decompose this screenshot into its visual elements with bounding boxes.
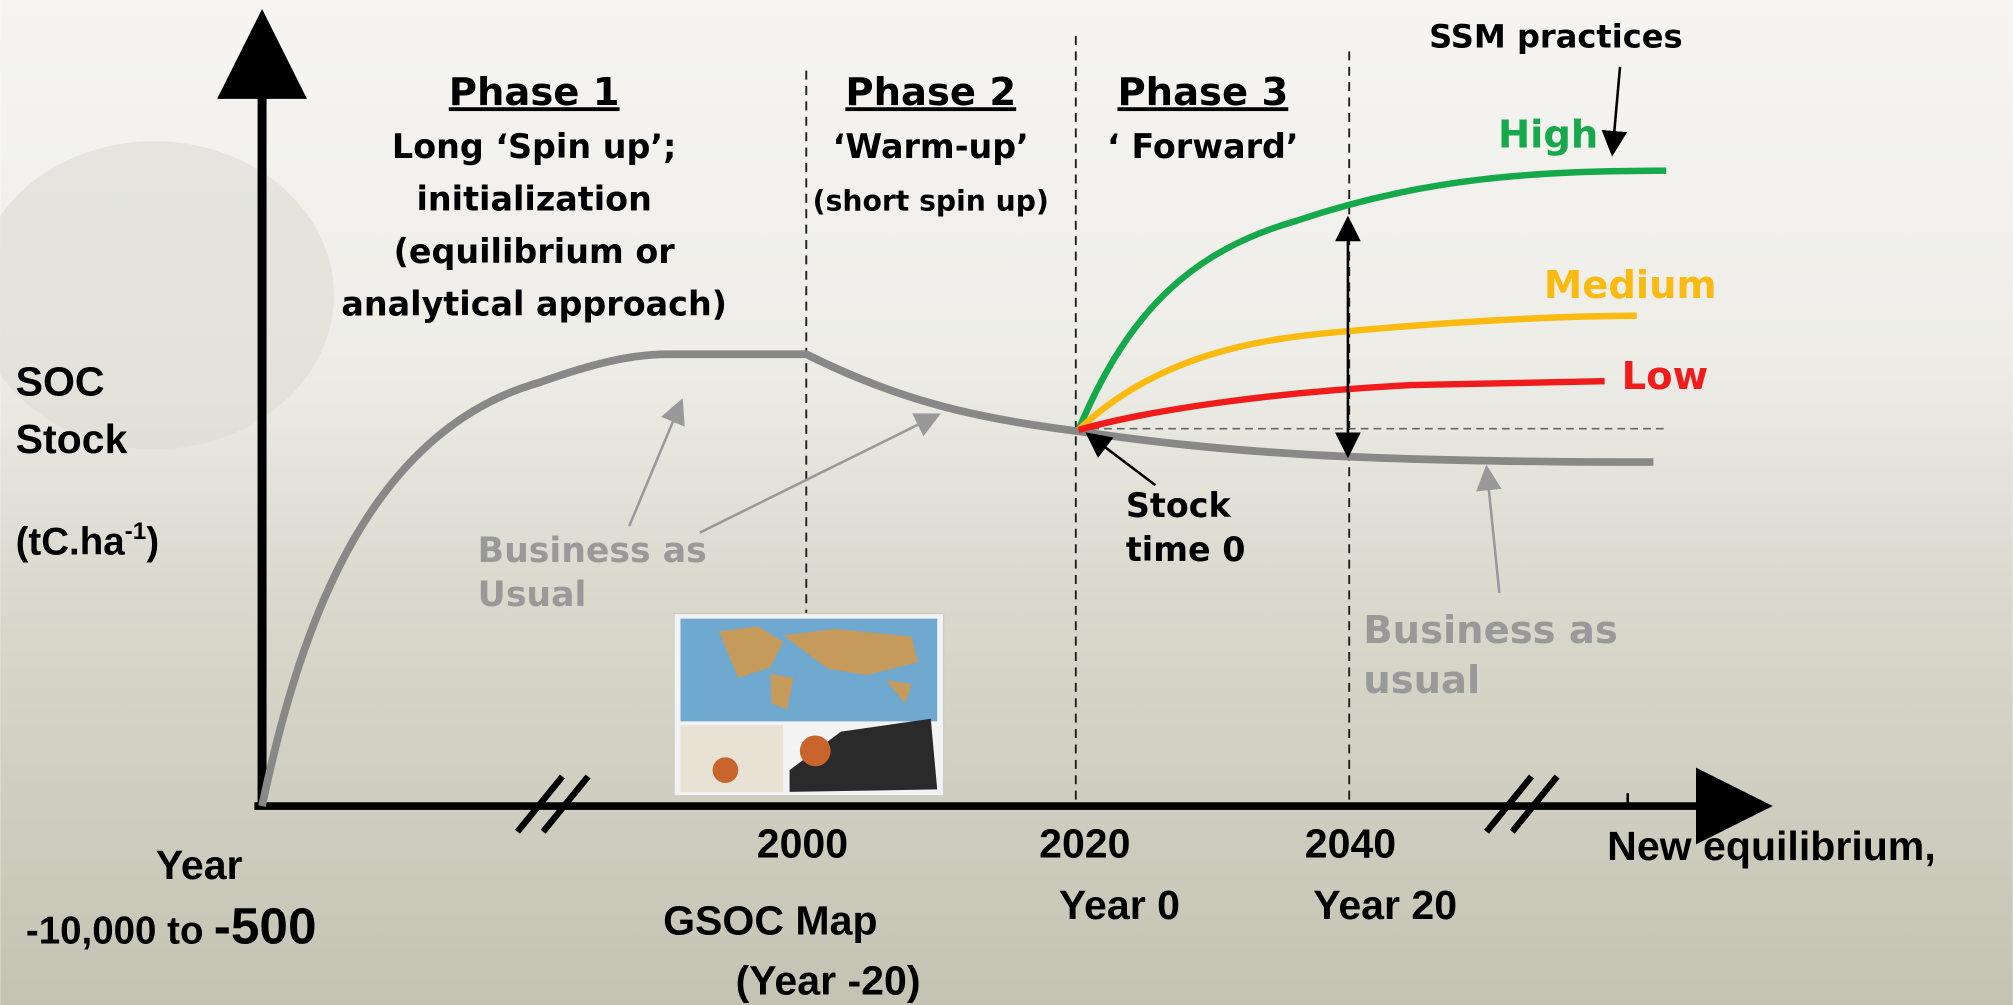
stock-label: time 0 bbox=[1126, 530, 1246, 569]
bau-label: Usual bbox=[478, 575, 587, 615]
high-curve bbox=[1075, 167, 1667, 432]
bau-label: Business as bbox=[478, 531, 707, 571]
phase-line: Long ‘Spin up’; bbox=[392, 127, 676, 166]
bau-label: usual bbox=[1363, 658, 1480, 703]
x-tick-year: 2020 bbox=[1039, 820, 1130, 866]
x-start-value: -500 bbox=[214, 897, 317, 954]
phase-line: (short spin up) bbox=[813, 184, 1049, 217]
x-end: New equilibrium, bbox=[1607, 823, 1936, 869]
high-label: High bbox=[1498, 113, 1598, 158]
phase-line: ‘Warm-up’ bbox=[833, 127, 1029, 166]
x-tick-line: Year 0 bbox=[1059, 882, 1180, 928]
pointer bbox=[1085, 432, 1157, 487]
phase-line: (equilibrium or bbox=[394, 232, 676, 271]
phase-line: analytical approach) bbox=[341, 285, 727, 324]
low-curve bbox=[1077, 377, 1605, 434]
pointer bbox=[699, 413, 941, 534]
bau-curve bbox=[258, 350, 1654, 807]
x-start-line: -10,000 to bbox=[26, 909, 204, 952]
phase-line: initialization bbox=[416, 179, 651, 218]
bau-label: Business as bbox=[1363, 608, 1618, 653]
y-label: SOC bbox=[16, 358, 105, 404]
phase-line: ‘ Forward’ bbox=[1107, 127, 1298, 166]
medium-label: Medium bbox=[1544, 263, 1717, 308]
y-label: Stock bbox=[16, 416, 128, 462]
x-tick-year: 2000 bbox=[757, 820, 848, 866]
phase-title: Phase 2 bbox=[845, 70, 1016, 115]
pointer bbox=[627, 398, 685, 527]
tree-shadow bbox=[0, 141, 334, 450]
ssm-title: SSM practices bbox=[1429, 17, 1682, 55]
x-tick-year: 2040 bbox=[1305, 820, 1396, 866]
axis-breaks bbox=[514, 774, 1560, 834]
stock-label: Stock bbox=[1126, 486, 1232, 525]
x-ticks: 2000 GSOC Map (Year -20) 2020 Year 0 2040 Year… bbox=[663, 820, 1457, 1003]
x-start: Year bbox=[156, 842, 243, 888]
x-start: -10,000 to -500 bbox=[26, 897, 317, 954]
y-unit: (tC.ha-1) bbox=[16, 518, 160, 563]
phase-texts: Phase 1 Long ‘Spin up’; initialization (equ… bbox=[341, 70, 1298, 323]
pointer bbox=[1601, 66, 1628, 157]
x-tick-line: (Year -20) bbox=[736, 958, 921, 1004]
unit-base: (tC.ha bbox=[16, 520, 126, 563]
unit-close: ) bbox=[146, 520, 159, 563]
gsoc-map bbox=[673, 612, 945, 797]
low-label: Low bbox=[1622, 354, 1709, 399]
x-tick-line: GSOC Map bbox=[663, 897, 877, 943]
pointer bbox=[1476, 464, 1502, 594]
phase-title: Phase 3 bbox=[1117, 70, 1288, 115]
x-tick-line: Year 20 bbox=[1313, 882, 1457, 928]
phase-title: Phase 1 bbox=[449, 70, 620, 115]
unit-sup: -1 bbox=[125, 518, 147, 545]
